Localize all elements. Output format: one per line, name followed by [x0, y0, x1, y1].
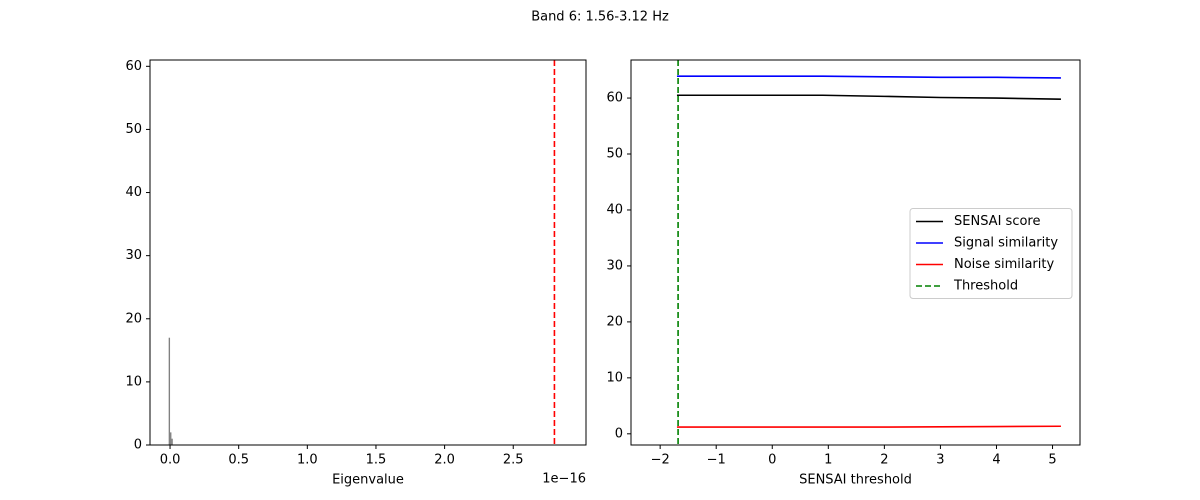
x-tick-label: 4	[992, 453, 1000, 468]
legend-box	[909, 208, 1073, 299]
x-tick-label: 1.5	[366, 453, 387, 468]
x-tick-label: 0.5	[228, 453, 249, 468]
histogram-bar	[168, 337, 171, 445]
y-tick-label: 20	[606, 314, 623, 329]
y-tick-label: 40	[606, 202, 623, 217]
y-tick-label: 60	[125, 59, 142, 74]
x-axis-label: SENSAI threshold	[799, 473, 912, 488]
x-tick-label: 2	[880, 453, 888, 468]
y-tick-label: 50	[606, 147, 623, 162]
y-tick-label: 20	[125, 311, 142, 326]
y-tick-label: 50	[125, 122, 142, 137]
histogram-bar	[170, 432, 172, 445]
x-offset-label: 1e−16	[542, 472, 586, 487]
legend-label: Noise similarity	[954, 257, 1054, 272]
series-line	[676, 94, 1061, 100]
x-tick-label: 5	[1048, 453, 1056, 468]
x-tick-label: 3	[936, 453, 944, 468]
y-tick-label: 0	[615, 426, 623, 441]
x-tick-label: 0.0	[160, 453, 181, 468]
x-tick-label: 1.0	[297, 453, 318, 468]
histogram-bar	[171, 438, 173, 445]
y-tick-label: 0	[134, 438, 142, 453]
x-tick-label: −2	[651, 453, 670, 468]
x-tick-label: 1	[824, 453, 832, 468]
y-tick-label: 30	[125, 248, 142, 263]
x-axis-label: Eigenvalue	[332, 473, 404, 488]
x-tick-label: 0	[768, 453, 776, 468]
legend-label: Signal similarity	[954, 236, 1058, 251]
y-tick-label: 10	[125, 374, 142, 389]
x-tick-label: 2.0	[434, 453, 455, 468]
legend-label: Threshold	[953, 279, 1018, 294]
y-tick-label: 60	[606, 91, 623, 106]
figure-title: Band 6: 1.56-3.12 Hz	[531, 10, 669, 25]
y-tick-label: 30	[606, 258, 623, 273]
series-line	[676, 425, 1061, 428]
x-tick-label: −1	[707, 453, 726, 468]
axes-frame	[149, 59, 587, 446]
series-line	[676, 75, 1061, 79]
x-tick-label: 2.5	[503, 453, 524, 468]
axes-frame	[630, 59, 1081, 446]
y-tick-label: 40	[125, 185, 142, 200]
y-tick-label: 10	[606, 370, 623, 385]
legend-label: SENSAI score	[954, 214, 1040, 229]
